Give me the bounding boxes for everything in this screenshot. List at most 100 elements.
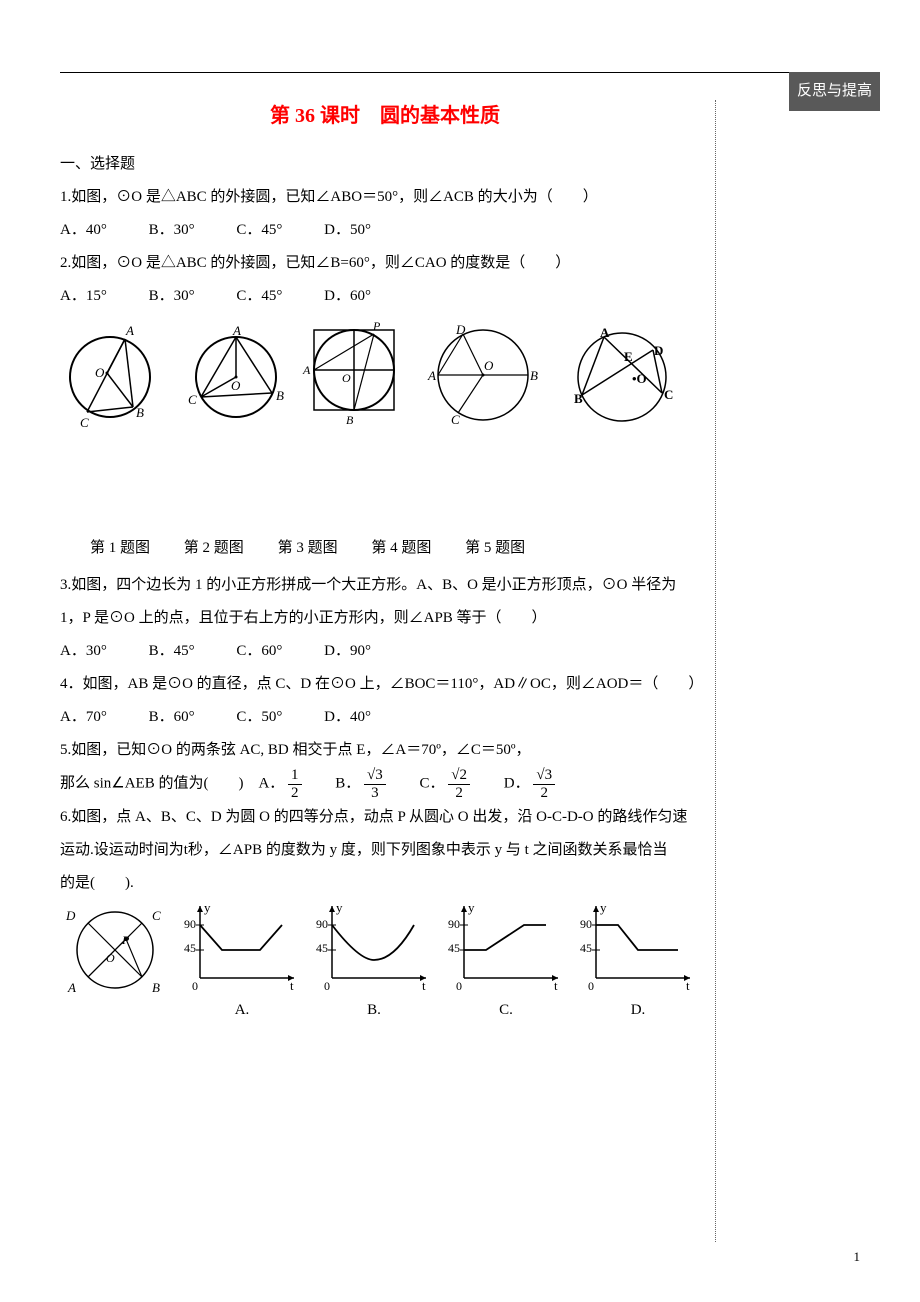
q5-fracB: √33 [364,767,386,801]
lesson-title: 第 36 课时 圆的基本性质 [60,94,710,138]
q6-circle-diagram: D C A B O P [60,900,170,1000]
q2-optB: B．30° [149,280,195,313]
q3-optD: D．90° [324,635,371,668]
q1-optA: A．40° [60,214,107,247]
svg-text:45: 45 [448,941,460,955]
q6-text3: 的是( ). [60,867,710,900]
svg-text:A: A [427,368,436,383]
svg-text:0: 0 [324,979,330,990]
q3-optA: A．30° [60,635,107,668]
page: 反思与提高 第 36 课时 圆的基本性质 一、选择题 1.如图，⊙O 是△ABC… [0,0,920,1302]
q3-text2: 1，P 是⊙O 上的点，且位于右上方的小正方形内，则∠APB 等于（ ） [60,602,710,635]
q3-optB: B．45° [149,635,195,668]
q2-optD: D．60° [324,280,371,313]
q5-fracC: √22 [448,767,470,801]
q5-stem: 那么 sin∠AEB 的值为( ) A． [60,775,284,791]
svg-text:O: O [484,358,494,373]
q3-optC: C．60° [236,635,282,668]
svg-text:A: A [67,980,76,995]
page-number: 1 [854,1243,861,1272]
q5-fracD: √32 [533,767,555,801]
q5-optC-label: C． [390,775,445,791]
svg-text:E: E [624,349,633,364]
q3-options: A．30° B．45° C．60° D．90° [60,635,710,668]
svg-text:y: y [336,900,343,915]
axis-x: t [290,978,294,990]
svg-text:y: y [468,900,475,915]
ytick-90: 90 [184,917,196,931]
svg-text:C: C [80,415,89,430]
vertical-dotted-separator [715,100,716,1242]
svg-text:0: 0 [588,979,594,990]
svg-text:t: t [422,978,426,990]
fig3-squares-circle-diagram: A B O P [302,320,412,430]
svg-text:45: 45 [580,941,592,955]
q6-D-label: D. [578,994,698,1027]
svg-text:A: A [302,363,311,377]
svg-text:B: B [530,368,538,383]
svg-text:D: D [654,343,663,358]
svg-text:B: B [346,413,354,427]
svg-text:A: A [125,323,134,338]
top-rule [60,72,880,73]
figure-labels: 第 1 题图 第 2 题图 第 3 题图 第 4 题图 第 5 题图 [60,532,710,565]
q6-B-label: B. [314,994,434,1027]
svg-text:45: 45 [316,941,328,955]
q6-chartC: y t 90 45 0 C. [446,900,566,1027]
fig4-circle-diagram: A B O D C [418,320,548,430]
q6-chartA: y t 90 45 0 A. [182,900,302,1027]
svg-text:90: 90 [316,917,328,931]
q6-chart-row: D C A B O P [60,900,710,1027]
q5-text2: 那么 sin∠AEB 的值为( ) A． 12 B． √33 C． √22 D．… [60,767,710,801]
fig4-label: 第 4 题图 [371,540,431,556]
section-heading: 一、选择题 [60,148,710,181]
q5-fracA: 12 [288,767,302,801]
q4-text: 4．如图，AB 是⊙O 的直径，点 C、D 在⊙O 上，∠BOC＝110°，AD… [60,668,710,701]
fig5-label: 第 5 题图 [465,540,525,556]
svg-text:C: C [152,908,161,923]
q5-optB-label: B． [305,775,360,791]
svg-text:B: B [136,405,144,420]
q1-optC: C．45° [236,214,282,247]
q1-optB: B．30° [149,214,195,247]
fig1-label: 第 1 题图 [90,540,150,556]
svg-text:D: D [455,322,466,337]
ytick-45: 45 [184,941,196,955]
q4-options: A．70° B．60° C．50° D．40° [60,701,710,734]
q6-chartB: y t 90 45 0 B. [314,900,434,1027]
svg-text:P: P [372,320,381,333]
fig3-label: 第 3 题图 [278,540,338,556]
q1-options: A．40° B．30° C．45° D．50° [60,214,710,247]
fig2-circle-diagram: A O B C [176,325,296,425]
q6-text1: 6.如图，点 A、B、C、D 为圆 O 的四等分点，动点 P 从圆心 O 出发，… [60,801,710,834]
figure-row: A O B C A O B C [60,317,710,432]
svg-text:90: 90 [448,917,460,931]
q1-text: 1.如图，⊙O 是△ABC 的外接圆，已知∠ABO＝50°，则∠ACB 的大小为… [60,181,710,214]
content-column: 第 36 课时 圆的基本性质 一、选择题 1.如图，⊙O 是△ABC 的外接圆，… [60,90,710,1027]
svg-text:O: O [95,365,105,380]
svg-text:A: A [232,325,241,338]
q4-optB: B．60° [149,701,195,734]
fig2-label: 第 2 题图 [184,540,244,556]
q3-text1: 3.如图，四个边长为 1 的小正方形拼成一个大正方形。A、B、O 是小正方形顶点… [60,569,710,602]
svg-text:B: B [152,980,160,995]
q6-text2: 运动.设运动时间为t秒，∠APB 的度数为 y 度，则下列图象中表示 y 与 t… [60,834,710,867]
q6-A-label: A. [182,994,302,1027]
q6-C-label: C. [446,994,566,1027]
svg-text:0: 0 [456,979,462,990]
q2-text: 2.如图，⊙O 是△ABC 的外接圆，已知∠B=60°，则∠CAO 的度数是（ … [60,247,710,280]
svg-text:B: B [574,391,583,406]
svg-text:y: y [600,900,607,915]
svg-text:90: 90 [580,917,592,931]
svg-text:•O: •O [632,371,647,386]
q2-optC: C．45° [236,280,282,313]
q4-optD: D．40° [324,701,371,734]
svg-text:B: B [276,388,284,403]
side-tag: 反思与提高 [789,72,880,111]
q2-optA: A．15° [60,280,107,313]
svg-text:t: t [686,978,690,990]
axis-y: y [204,900,211,915]
fig5-circle-diagram: A B C D E •O [554,325,684,425]
svg-text:D: D [65,908,76,923]
svg-text:t: t [554,978,558,990]
